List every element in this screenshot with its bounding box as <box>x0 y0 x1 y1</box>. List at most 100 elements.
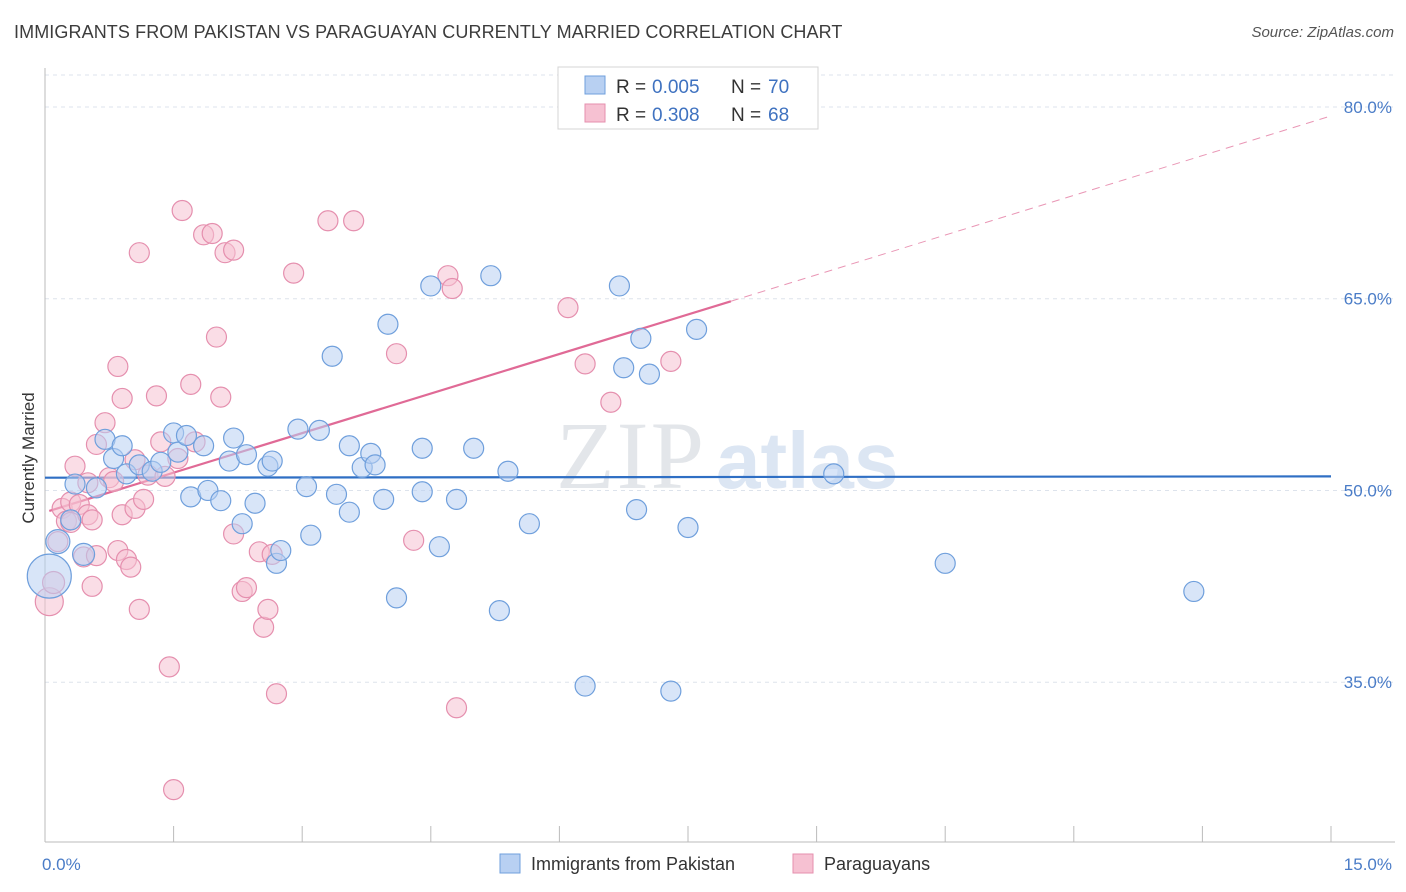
paraguayans-point <box>257 598 279 620</box>
paraguayans-point <box>163 778 185 801</box>
bottom-legend-label-pakistan: Immigrants from Pakistan <box>531 854 735 874</box>
pakistan-point <box>518 513 540 535</box>
pakistan-point <box>300 524 322 546</box>
paraguayans-point <box>265 683 288 705</box>
paraguayans-point <box>171 199 193 222</box>
pakistan-point <box>64 473 86 495</box>
paraguayans-point <box>445 697 468 719</box>
paraguayans-point <box>201 222 223 245</box>
pakistan-point <box>373 488 395 511</box>
x-tick-labels: 0.0% 15.0% <box>42 855 1392 874</box>
source-label: Source: ZipAtlas.com <box>1251 24 1394 41</box>
pakistan-point <box>411 481 433 503</box>
pakistan-point <box>308 419 330 441</box>
series-legend: Immigrants from Pakistan Paraguayans <box>499 853 930 874</box>
y-tick-label: 35.0% <box>1344 673 1392 692</box>
pakistan-point <box>630 327 652 349</box>
pakistan-point <box>823 463 845 485</box>
paraguayans-point <box>343 210 365 232</box>
x-tick-label: 0.0% <box>42 855 81 874</box>
pakistan-point <box>270 539 292 562</box>
axes <box>44 68 1395 843</box>
pakistan-point <box>445 488 468 511</box>
pakistan-point <box>463 437 485 459</box>
pakistan-trend-line <box>44 475 1332 479</box>
pakistan-point <box>377 313 399 335</box>
paraguayans-point <box>283 262 305 284</box>
paraguayans-point <box>107 355 129 378</box>
correlation-legend: R = 0.005 N = 70 R = 0.308 N = 68 <box>557 66 819 130</box>
pakistan-point <box>26 553 72 599</box>
pakistan-point <box>235 444 258 466</box>
pakistan-point <box>71 542 96 566</box>
bottom-legend-swatch-blue <box>499 853 521 874</box>
paraguayans-point <box>158 656 180 678</box>
pakistan-point <box>420 275 442 297</box>
pakistan-point <box>934 552 956 574</box>
paraguayans-point <box>660 350 682 372</box>
paraguayans-point <box>145 385 168 407</box>
pakistan-point <box>364 454 386 476</box>
legend-n-value-2: 68 <box>768 105 789 126</box>
chart-title: IMMIGRANTS FROM PAKISTAN VS PARAGUAYAN C… <box>14 22 843 42</box>
pakistan-point <box>385 587 408 609</box>
paraguayans-point <box>403 529 425 551</box>
x-tick-label: 15.0% <box>1344 855 1392 874</box>
legend-n-value-1: 70 <box>768 77 789 98</box>
paraguayans-point <box>120 556 142 578</box>
paraguayans-point <box>600 391 622 413</box>
pakistan-point <box>1183 580 1205 603</box>
pakistan-point <box>325 483 348 505</box>
paraguayans-point <box>205 326 228 348</box>
pakistan-point <box>338 435 360 457</box>
pakistan-point <box>660 680 682 702</box>
paraguayans-trend-extension <box>730 115 1332 302</box>
legend-r-value-1: 0.005 <box>652 77 700 98</box>
pakistan-point <box>574 675 596 697</box>
legend-n-label-1: N = <box>731 77 761 98</box>
y-tick-label: 50.0% <box>1344 481 1392 500</box>
paraguayans-point <box>223 239 245 261</box>
pakistan-point <box>167 441 189 463</box>
pakistan-point <box>231 513 253 535</box>
pakistan-point <box>244 492 266 514</box>
y-tick-labels: 35.0% 50.0% 65.0% 80.0% <box>1344 98 1392 692</box>
paraguayans-point <box>128 242 150 264</box>
paraguayans-point <box>574 353 596 375</box>
pakistan-point <box>111 435 133 457</box>
bottom-legend-swatch-pink <box>792 853 814 874</box>
pakistan-point <box>193 435 215 457</box>
pakistan-point <box>45 528 71 555</box>
watermark: ZIP atlas <box>556 402 898 509</box>
paraguayans-point <box>317 210 339 232</box>
y-axis-label: Currently Married <box>19 392 38 523</box>
pakistan-point <box>223 427 245 449</box>
pakistan-point <box>295 476 318 498</box>
pakistan-point <box>175 424 198 447</box>
pakistan-point <box>287 418 309 440</box>
pakistan-point <box>60 509 82 531</box>
pakistan-point <box>261 450 283 472</box>
pakistan-point <box>613 357 635 379</box>
pakistan-point <box>677 516 699 539</box>
watermark-atlas: atlas <box>716 416 898 505</box>
paraguayans-point <box>111 387 133 410</box>
y-tick-label: 80.0% <box>1344 98 1392 117</box>
y-tick-label: 65.0% <box>1344 290 1392 309</box>
pakistan-point <box>638 363 661 385</box>
pakistan-point <box>685 318 708 340</box>
pakistan-point <box>85 477 108 499</box>
pakistan-point <box>428 536 450 558</box>
paraguayans-point <box>253 616 275 638</box>
bottom-legend-label-paraguayans: Paraguayans <box>824 854 930 874</box>
pakistan-point <box>338 501 360 523</box>
paraguayans-point <box>81 575 103 597</box>
legend-r-label-2: R = <box>616 105 646 126</box>
pakistan-point <box>480 265 502 287</box>
paraguayans-point <box>180 373 202 395</box>
paraguayans-point <box>132 488 155 511</box>
pakistan-points <box>26 265 1205 702</box>
paraguayans-point <box>81 509 103 531</box>
paraguayans-point <box>128 598 150 620</box>
